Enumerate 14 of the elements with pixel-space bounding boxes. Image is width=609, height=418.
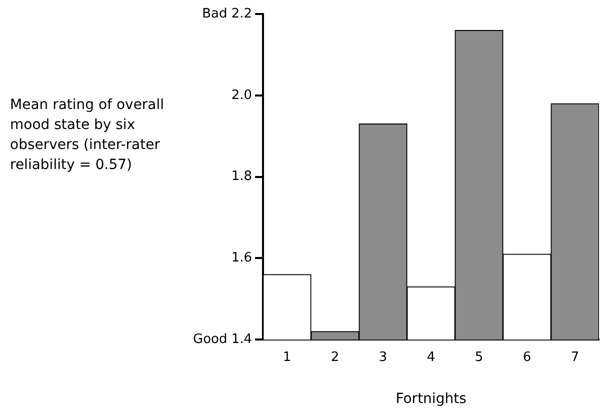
x-tick-label: 2 (330, 350, 340, 365)
y-tick-label: 1.8 (231, 169, 252, 184)
x-tick-label: 1 (282, 350, 292, 365)
x-tick-label: 6 (522, 350, 532, 365)
x-tick-label: 3 (378, 350, 388, 365)
x-axis-title: Fortnights (396, 391, 466, 408)
x-tick-label: 5 (474, 350, 484, 365)
y-axis-title: Mean rating of overall mood state by six observers (inter-rater reliability = 0.57) (10, 96, 166, 175)
y-tick-label: 2.0 (231, 88, 252, 103)
x-tick-label: 4 (426, 350, 436, 365)
x-tick-label: 7 (570, 350, 580, 365)
y-tick-label: Bad 2.2 (202, 6, 252, 22)
y-tick-label: 1.6 (231, 250, 252, 266)
y-tick-label: Good 1.4 (192, 332, 252, 347)
